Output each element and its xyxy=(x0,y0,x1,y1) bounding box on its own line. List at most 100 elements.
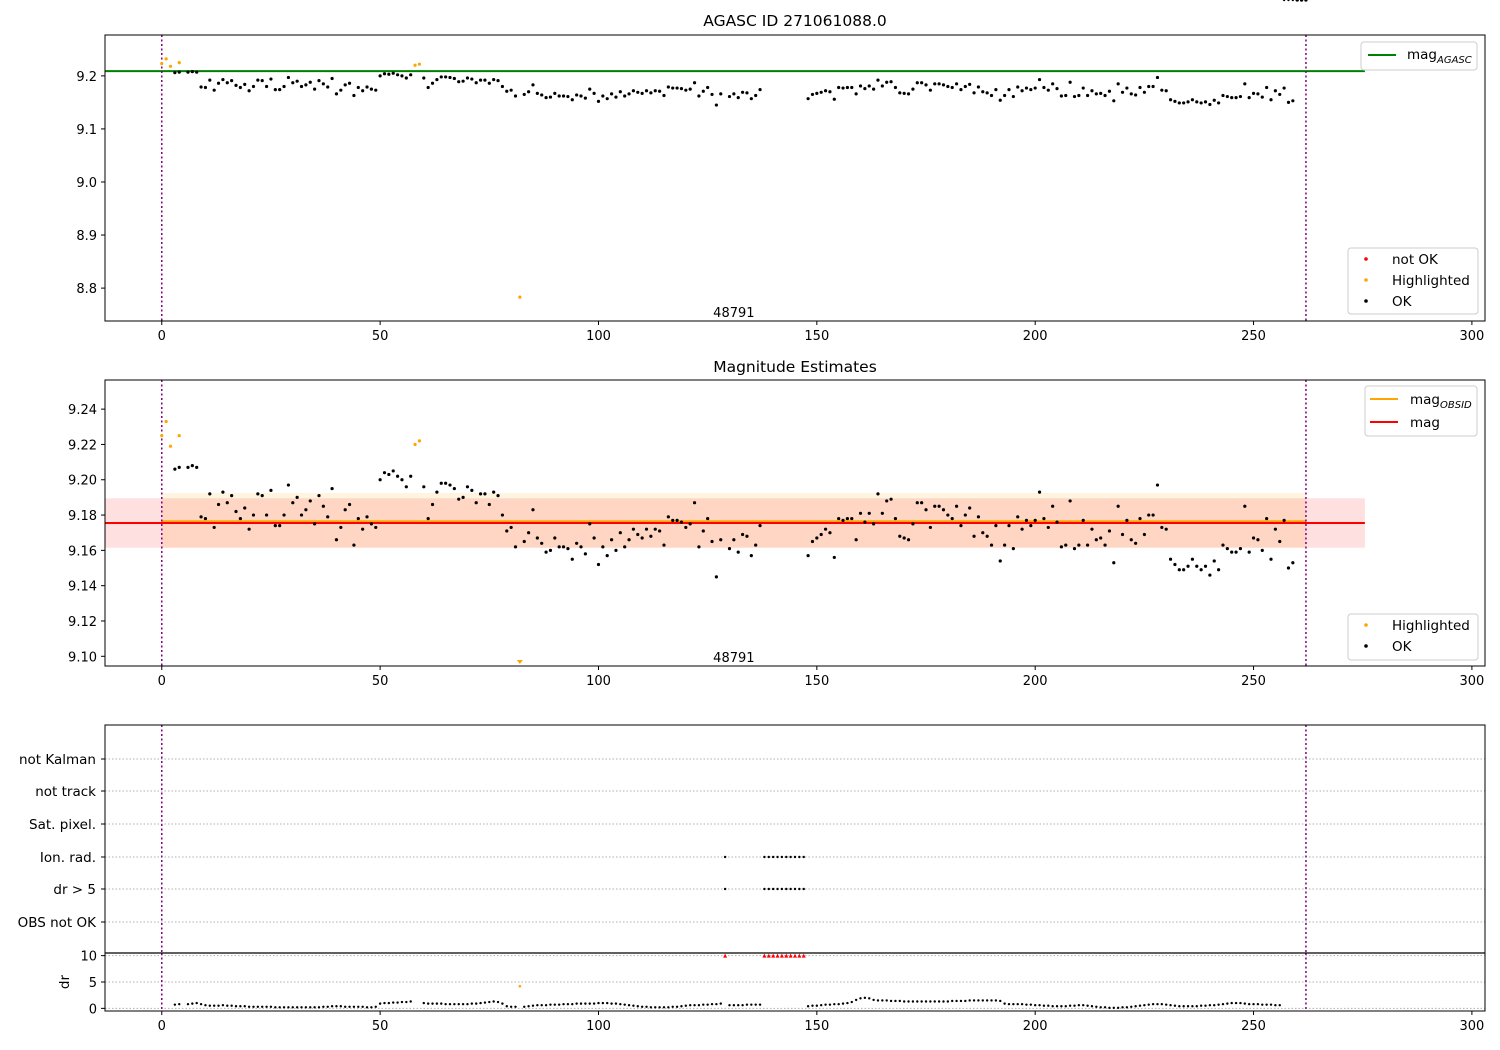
ok-point xyxy=(531,508,535,512)
ok-point xyxy=(999,999,1002,1003)
legend-box xyxy=(1347,247,1479,315)
ok-point xyxy=(382,471,387,475)
highlighted-point xyxy=(164,57,168,61)
ok-point xyxy=(522,92,526,97)
ok-point xyxy=(1055,520,1059,524)
flag-point xyxy=(776,887,779,891)
x-tick-label: 50 xyxy=(372,674,389,689)
ok-point xyxy=(221,1004,225,1007)
x-tick-label: 100 xyxy=(586,329,611,344)
ok-point xyxy=(190,70,194,74)
ok-point xyxy=(614,548,618,552)
ok-point xyxy=(671,1005,674,1008)
ok-point xyxy=(754,543,758,547)
ok-point xyxy=(1177,101,1181,105)
ok-point xyxy=(889,999,893,1003)
flag-point xyxy=(793,855,797,859)
y-tick-label: 8.9 xyxy=(76,229,97,244)
ok-point xyxy=(1138,1004,1142,1007)
ok-point xyxy=(509,1005,513,1008)
ok-point xyxy=(531,83,535,87)
ok-point xyxy=(269,77,273,81)
ok-point xyxy=(758,88,762,92)
ok-point xyxy=(906,538,911,542)
legend-marker xyxy=(1364,278,1368,282)
ok-point xyxy=(1112,99,1116,103)
highlighted-point xyxy=(164,419,168,424)
ok-point xyxy=(274,1006,277,1009)
ok-point xyxy=(212,525,216,530)
ok-point xyxy=(1182,101,1186,105)
ok-point xyxy=(1151,513,1155,517)
y-tick-label: 9.12 xyxy=(68,615,97,630)
ok-point xyxy=(1037,490,1042,494)
ok-point xyxy=(1042,85,1046,90)
ok-point xyxy=(863,86,867,91)
ok-point xyxy=(605,554,609,558)
ok-point xyxy=(1090,1005,1094,1008)
ok-point xyxy=(483,1001,487,1004)
ok-point xyxy=(544,96,548,100)
ok-point xyxy=(356,85,360,90)
ok-point xyxy=(937,1000,941,1003)
ok-point xyxy=(374,88,378,92)
ok-point xyxy=(435,490,439,494)
ok-point xyxy=(601,94,605,98)
ok-point xyxy=(758,524,762,528)
ok-point xyxy=(741,1004,744,1007)
ok-point xyxy=(854,92,858,96)
flag-point xyxy=(802,855,805,859)
ok-point xyxy=(1147,513,1151,517)
ok-point xyxy=(1081,518,1085,522)
ok-point xyxy=(1178,1005,1181,1008)
flag-point xyxy=(789,887,792,891)
ok-point xyxy=(548,95,553,99)
y-tick-label: 10 xyxy=(80,950,97,965)
ok-point xyxy=(610,1002,613,1005)
ok-point xyxy=(968,82,972,86)
ok-point xyxy=(920,501,924,505)
x-tick-label: 50 xyxy=(372,329,389,344)
agasc-magnitude-panel: AGASC ID 271061088.0 48791 0 50 100 150 200 250… xyxy=(76,0,1486,344)
ok-point xyxy=(453,1002,456,1006)
ok-point xyxy=(697,1004,701,1007)
ok-point xyxy=(1103,543,1107,547)
ok-point xyxy=(658,1006,661,1009)
ok-point xyxy=(1116,1006,1120,1010)
ok-point xyxy=(609,538,614,542)
ok-point xyxy=(186,70,190,74)
ok-point xyxy=(667,1006,670,1009)
ok-point xyxy=(304,1006,308,1009)
ok-point xyxy=(1212,559,1216,563)
y-tick-label: 9.18 xyxy=(68,509,97,524)
ok-point xyxy=(666,515,670,519)
ok-point xyxy=(815,91,819,95)
ok-point xyxy=(579,545,583,549)
ok-point xyxy=(422,1001,425,1005)
ok-point xyxy=(173,71,177,75)
ok-point xyxy=(309,1006,312,1009)
ok-point xyxy=(968,506,972,510)
ok-point xyxy=(1064,543,1068,547)
ok-point xyxy=(692,501,697,505)
ok-point xyxy=(680,1005,683,1008)
ok-point xyxy=(492,77,496,82)
x-tick-label: 300 xyxy=(1459,1019,1484,1034)
y-tick-label: 9.22 xyxy=(68,438,97,453)
ok-point xyxy=(444,1002,447,1006)
y-tick-label: 9.20 xyxy=(68,474,97,489)
ok-point xyxy=(382,72,387,76)
ok-point xyxy=(706,1003,709,1006)
ok-point xyxy=(1142,532,1146,537)
ok-point xyxy=(391,469,395,473)
ok-point xyxy=(1251,536,1256,540)
flag-category-label: dr > 5 xyxy=(53,882,96,898)
x-tick-label: 100 xyxy=(586,674,611,689)
ok-point xyxy=(675,518,679,522)
ok-point xyxy=(1282,0,1286,2)
ok-point xyxy=(300,1006,303,1009)
ok-point xyxy=(1082,1004,1085,1007)
ok-point xyxy=(933,1000,936,1003)
ok-point xyxy=(1042,1004,1046,1007)
ok-point xyxy=(828,90,832,94)
